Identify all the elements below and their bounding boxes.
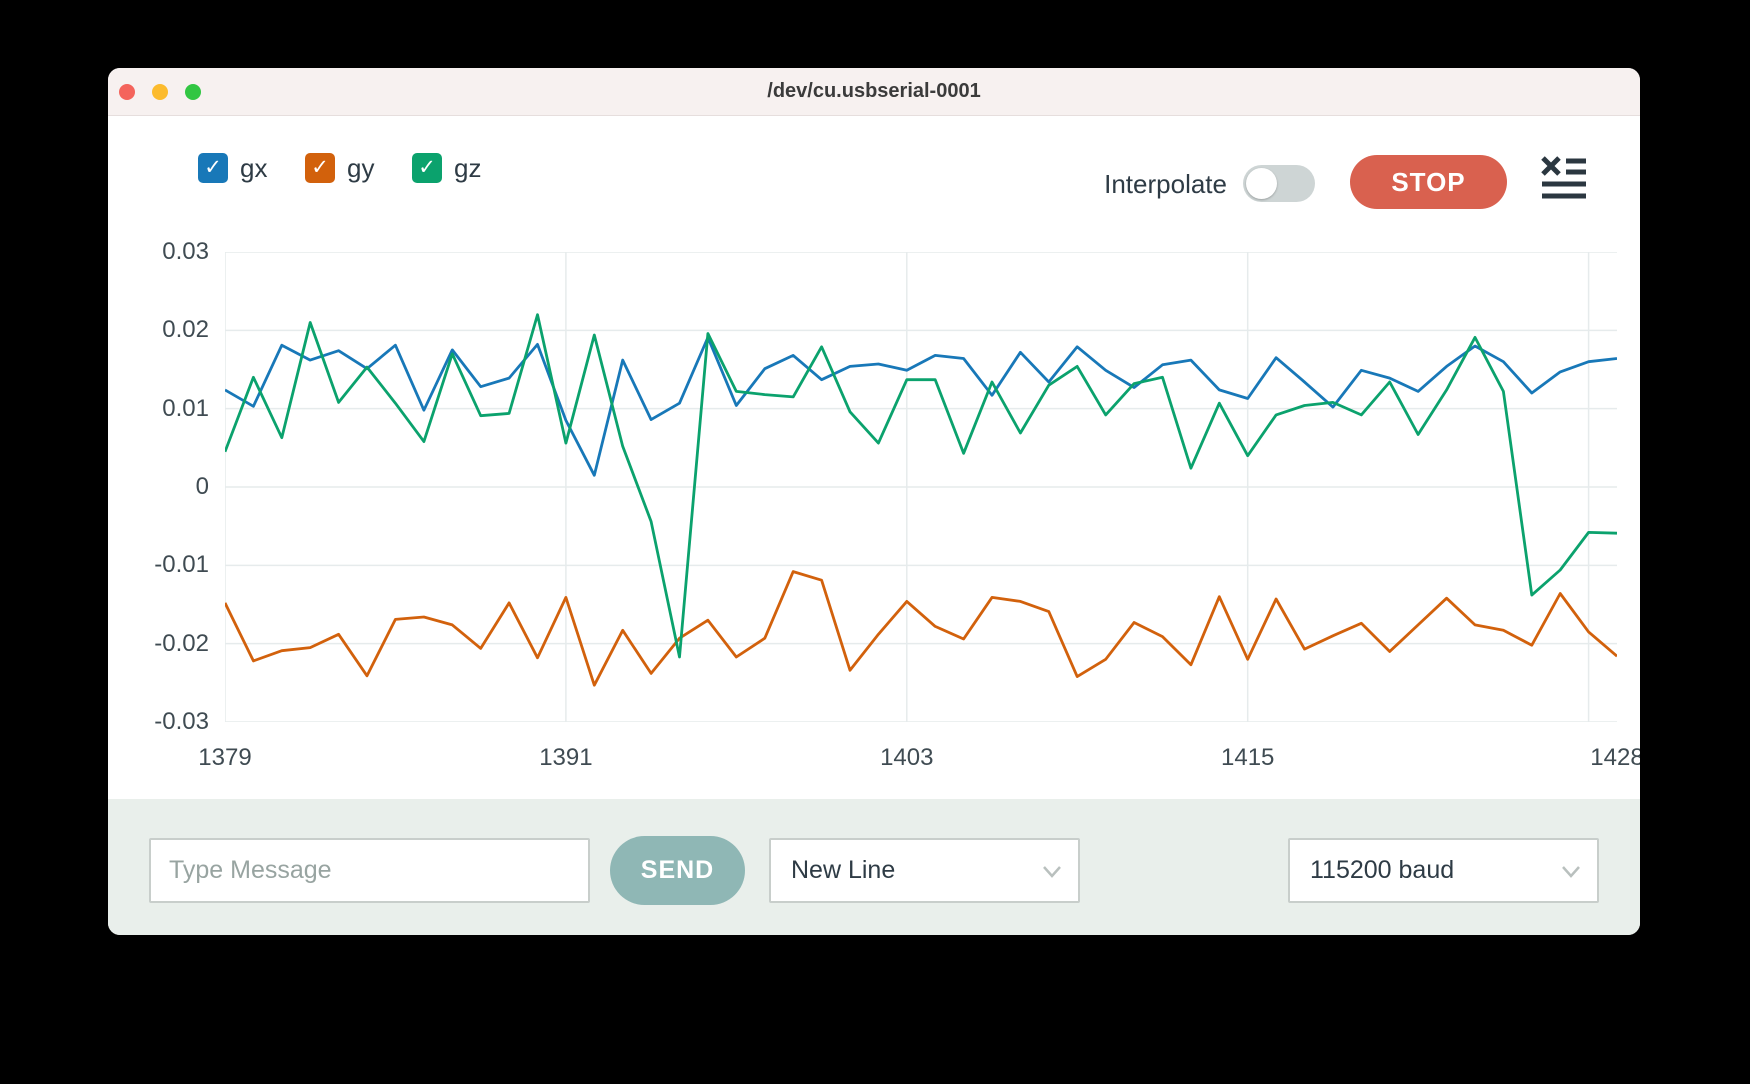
x-axis-tick-label: 1379 (198, 744, 252, 771)
chart: 0.03 0.02 0.01 0 -0.01 -0.02 -0.03 1379 1391 1403… (154, 238, 1640, 771)
legend-label-gx: gx (240, 153, 268, 183)
chevron-down-icon (1561, 865, 1581, 883)
y-axis-tick-label: 0.01 (162, 394, 209, 422)
legend-label-gz: gz (454, 153, 482, 183)
interpolate-label: Interpolate (1104, 169, 1227, 199)
x-axis-tick-label: 1403 (880, 744, 934, 771)
legend-label-gy: gy (347, 153, 375, 183)
send-button[interactable]: SEND (610, 836, 745, 905)
check-icon: ✓ (418, 156, 436, 179)
interpolate-toggle[interactable] (1243, 165, 1315, 202)
y-axis-tick-label: -0.01 (154, 551, 209, 579)
stop-button[interactable]: STOP (1350, 155, 1507, 209)
message-bar: SEND New Line 115200 baud (108, 799, 1640, 935)
x-axis-tick-label: 1415 (1220, 744, 1275, 771)
line-ending-select[interactable]: New Line (769, 838, 1080, 903)
close-button[interactable] (119, 84, 135, 100)
x-axis-tick-label: 1391 (539, 744, 593, 771)
y-axis-tick-label: -0.02 (154, 629, 209, 657)
check-icon: ✓ (311, 156, 329, 179)
checkbox-gx[interactable]: ✓ (198, 153, 228, 183)
window-title: /dev/cu.usbserial-0001 (767, 80, 981, 102)
baud-rate-value: 115200 baud (1310, 856, 1455, 884)
title-bar: /dev/cu.usbserial-0001 (108, 68, 1640, 116)
baud-rate-select[interactable]: 115200 baud (1288, 838, 1599, 903)
y-axis-tick-label: 0.03 (162, 238, 209, 265)
chart-plot (223, 251, 1618, 723)
serial-plotter-window: /dev/cu.usbserial-0001 ✓ gx ✓ gy ✓ gz In… (108, 68, 1640, 935)
y-axis-tick-label: 0 (195, 473, 209, 500)
y-axis-tick-label: -0.03 (154, 708, 209, 735)
message-input[interactable] (149, 838, 590, 903)
line-ending-value: New Line (791, 856, 896, 884)
check-icon: ✓ (204, 156, 222, 179)
chevron-down-icon (1042, 865, 1062, 883)
y-axis-tick-label: 0.02 (162, 316, 209, 344)
minimize-button[interactable] (152, 84, 168, 100)
checkbox-gz[interactable]: ✓ (412, 153, 442, 183)
clear-console-button[interactable] (1538, 154, 1590, 202)
clear-console-icon (1540, 156, 1588, 203)
toggle-knob (1246, 168, 1277, 199)
checkbox-gy[interactable]: ✓ (305, 153, 335, 183)
x-axis-tick-label: 1428 (1590, 744, 1640, 771)
zoom-button[interactable] (185, 84, 201, 100)
